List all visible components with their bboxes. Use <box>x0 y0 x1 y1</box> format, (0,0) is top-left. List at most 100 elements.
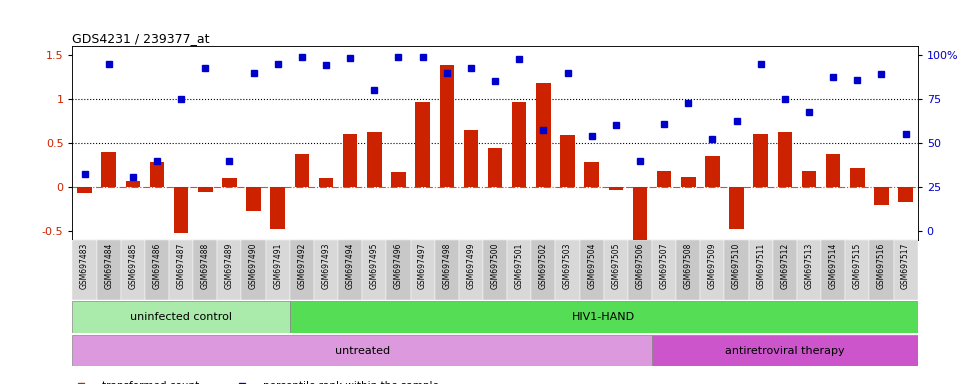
Bar <box>198 187 213 192</box>
Text: GSM697499: GSM697499 <box>467 243 475 290</box>
Bar <box>411 240 435 300</box>
Text: untreated: untreated <box>334 346 390 356</box>
Bar <box>464 130 478 187</box>
Bar <box>802 171 816 187</box>
Bar <box>193 240 217 300</box>
Bar <box>724 240 749 300</box>
Text: GSM697496: GSM697496 <box>394 243 403 290</box>
Text: GSM697493: GSM697493 <box>322 243 330 290</box>
Bar <box>126 181 140 187</box>
Bar <box>845 240 869 300</box>
Bar <box>415 102 430 187</box>
Bar <box>169 240 193 300</box>
Text: GSM697502: GSM697502 <box>539 243 548 290</box>
Text: GSM697500: GSM697500 <box>491 243 499 290</box>
Bar <box>633 187 647 240</box>
Text: GSM697504: GSM697504 <box>587 243 596 290</box>
Bar <box>753 134 768 187</box>
Bar <box>778 132 792 187</box>
Bar <box>652 335 918 366</box>
Text: GSM697495: GSM697495 <box>370 243 379 290</box>
Bar <box>440 65 454 187</box>
Bar <box>121 240 145 300</box>
Bar <box>894 240 918 300</box>
Bar <box>657 171 671 187</box>
Text: percentile rank within the sample: percentile rank within the sample <box>263 381 439 384</box>
Bar <box>246 187 261 211</box>
Bar <box>72 335 652 366</box>
Bar <box>101 152 116 187</box>
Bar <box>531 240 555 300</box>
Bar <box>319 178 333 187</box>
Text: transformed count: transformed count <box>102 381 199 384</box>
Bar <box>295 154 309 187</box>
Bar <box>700 240 724 300</box>
Bar <box>826 154 840 187</box>
Text: GSM697490: GSM697490 <box>249 243 258 290</box>
Bar <box>391 172 406 187</box>
Bar <box>821 240 845 300</box>
Bar <box>290 301 918 333</box>
Bar <box>604 240 628 300</box>
Bar <box>362 240 386 300</box>
Bar <box>270 187 285 228</box>
Bar <box>72 240 97 300</box>
Bar <box>314 240 338 300</box>
Bar <box>386 240 411 300</box>
Bar <box>290 240 314 300</box>
Text: GSM697514: GSM697514 <box>829 243 838 290</box>
Bar <box>729 187 744 228</box>
Text: GSM697508: GSM697508 <box>684 243 693 290</box>
Text: GSM697486: GSM697486 <box>153 243 161 290</box>
Bar <box>749 240 773 300</box>
Bar <box>676 240 700 300</box>
Bar <box>560 135 575 187</box>
Bar <box>874 187 889 205</box>
Bar <box>222 178 237 187</box>
Text: GSM697498: GSM697498 <box>442 243 451 290</box>
Text: GSM697497: GSM697497 <box>418 243 427 290</box>
Bar <box>850 168 865 187</box>
Bar <box>483 240 507 300</box>
Bar <box>435 240 459 300</box>
Bar <box>242 240 266 300</box>
Bar <box>584 162 599 187</box>
Bar <box>705 156 720 187</box>
Text: GSM697488: GSM697488 <box>201 243 210 289</box>
Bar <box>507 240 531 300</box>
Text: GSM697489: GSM697489 <box>225 243 234 290</box>
Bar <box>797 240 821 300</box>
Text: GSM697503: GSM697503 <box>563 243 572 290</box>
Bar <box>459 240 483 300</box>
Text: GSM697517: GSM697517 <box>901 243 910 290</box>
Text: GSM697487: GSM697487 <box>177 243 185 290</box>
Bar <box>145 240 169 300</box>
Bar <box>174 187 188 233</box>
Text: GSM697492: GSM697492 <box>298 243 306 290</box>
Bar <box>343 134 357 187</box>
Bar <box>609 187 623 190</box>
Text: GSM697510: GSM697510 <box>732 243 741 290</box>
Bar <box>338 240 362 300</box>
Text: GDS4231 / 239377_at: GDS4231 / 239377_at <box>72 32 210 45</box>
Text: uninfected control: uninfected control <box>130 312 232 322</box>
Text: GSM697505: GSM697505 <box>611 243 620 290</box>
Text: HIV1-HAND: HIV1-HAND <box>572 312 636 322</box>
Bar <box>773 240 797 300</box>
Bar <box>652 240 676 300</box>
Text: GSM697501: GSM697501 <box>515 243 524 290</box>
Bar <box>97 240 121 300</box>
Bar <box>580 240 604 300</box>
Text: GSM697507: GSM697507 <box>660 243 668 290</box>
Bar <box>150 162 164 187</box>
Bar <box>898 187 913 202</box>
Bar <box>72 301 290 333</box>
Bar <box>217 240 242 300</box>
Bar <box>77 187 92 193</box>
Text: GSM697506: GSM697506 <box>636 243 644 290</box>
Bar <box>628 240 652 300</box>
Bar <box>266 240 290 300</box>
Text: GSM697494: GSM697494 <box>346 243 355 290</box>
Bar <box>555 240 580 300</box>
Text: GSM697483: GSM697483 <box>80 243 89 290</box>
